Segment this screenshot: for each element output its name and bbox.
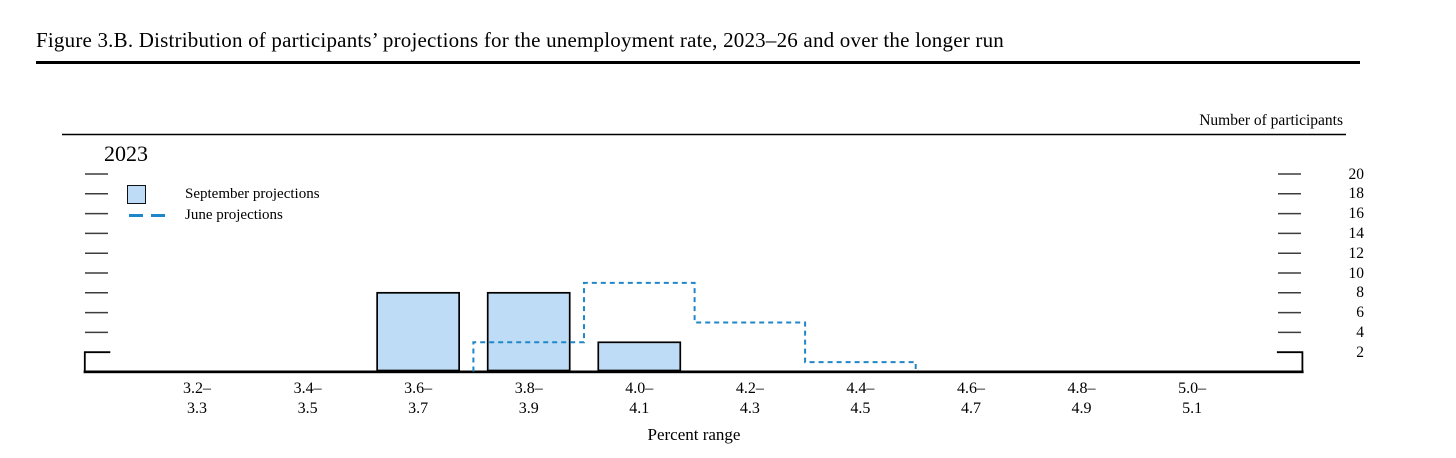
y-axis-label: 14 [1348,224,1365,242]
y-axis-label: 8 [1356,284,1364,302]
axis-left-bracket [83,351,111,372]
september-bar [486,291,571,372]
y-axis-label: 20 [1348,165,1365,183]
x-axis-baseline [83,370,1304,374]
legend-june-label: June projections [185,207,283,223]
legend: September projections June projections [127,184,407,226]
axis-right-bracket [1276,351,1304,372]
panel-year-label: 2023 [104,141,148,166]
y-axis-label: 4 [1356,323,1364,341]
legend-row-september: September projections [127,184,407,205]
y-axis-label: 12 [1348,244,1365,262]
x-axis-label: 4.6– 4.7 [956,380,985,417]
x-axis-label: 4.0– 4.1 [625,380,654,417]
right-axis-title: Number of participants [1199,112,1343,129]
x-axis-label: 3.2– 3.3 [183,380,211,417]
x-axis-title: Percent range [647,425,741,444]
y-axis-label: 6 [1356,304,1364,322]
y-axis-label: 16 [1348,205,1365,223]
figure-title: Figure 3.B. Distribution of participants… [36,28,1004,52]
x-axis-label: 4.2– 4.3 [735,380,764,417]
x-axis-label: 4.8– 4.9 [1067,380,1096,417]
y-axis-label: 2 [1356,343,1364,361]
x-axis-label: 4.4– 4.5 [846,380,875,417]
september-swatch-icon [127,185,146,204]
september-bar [376,291,460,372]
september-bar [597,341,682,372]
x-axis-label: 3.4– 3.5 [293,380,322,417]
x-axis-label: 3.6– 3.7 [404,380,433,417]
y-axis-label: 10 [1348,264,1365,282]
y-axis-label: 18 [1348,185,1365,203]
title-rule [36,61,1360,64]
legend-icon-col [127,214,185,217]
x-axis-label: 5.0– 5.1 [1178,380,1207,417]
legend-icon-col [127,185,185,204]
legend-september-label: September projections [185,186,320,202]
legend-row-june: June projections [127,205,407,226]
x-axis-label: 3.8– 3.9 [514,380,543,417]
june-dash-icon [129,214,165,217]
june-projections-line [472,281,917,372]
